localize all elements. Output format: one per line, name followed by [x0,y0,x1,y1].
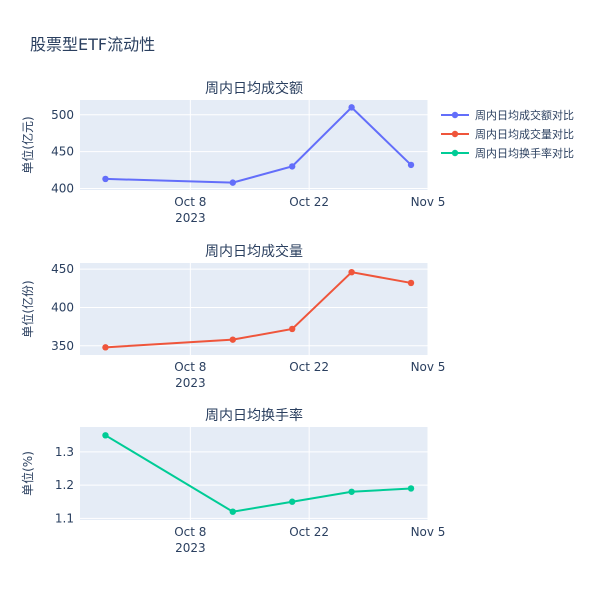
chart-panel-1: Oct 8 2023 Oct 22 Nov 5 400 450 500 周内日均成交额单位(亿… [20,80,445,225]
y-tick-label: 500 [51,108,74,122]
y-axis-label: 单位(%) [20,451,35,496]
x-year-label: 2023 [175,541,206,555]
x-tick-label: Nov 5 [411,525,446,539]
data-point[interactable] [407,161,415,169]
subplot-title: 周内日均成交量 [205,243,303,260]
x-tick-label: Oct 22 [289,360,329,374]
chart-panel-2: Oct 8 2023 Oct 22 Nov 5 350 400 450 周内日均成交量单位(亿… [20,243,445,390]
data-point[interactable] [348,488,355,495]
data-point[interactable] [288,325,296,333]
x-year-label: 2023 [175,211,206,225]
x-tick-label: Oct 8 [174,195,206,209]
x-tick-label: Oct 8 [174,360,206,374]
y-tick-label: 1.3 [55,445,74,459]
data-point[interactable] [407,485,415,492]
plot-area [80,263,428,355]
y-axis-label: 单位(亿元) [20,116,35,173]
plot-area [80,427,428,520]
legend-label: 周内日均成交量对比 [475,127,574,141]
data-point[interactable] [229,179,236,186]
data-point[interactable] [288,498,296,505]
data-point[interactable] [229,336,236,343]
data-point[interactable] [348,104,355,111]
y-tick-label: 400 [51,300,74,314]
chart-title: 股票型ETF流动性 [30,35,155,54]
y-tick-label: 1.2 [55,478,74,492]
x-year-label: 2023 [175,376,206,390]
x-tick-label: Nov 5 [411,360,446,374]
subplot-title: 周内日均成交额 [205,80,303,97]
data-point[interactable] [102,432,109,439]
x-tick-label: Nov 5 [411,195,446,209]
y-tick-label: 450 [51,145,74,159]
legend-marker-icon [451,130,459,138]
y-tick-label: 1.1 [55,511,74,525]
legend-marker-icon [451,111,459,119]
legend-item[interactable]: 周内日均成交额对比 [441,108,574,122]
legend-item[interactable]: 周内日均换手率对比 [441,146,574,160]
legend-label: 周内日均成交额对比 [475,108,574,122]
data-point[interactable] [102,175,109,183]
legend-marker-icon [451,149,459,157]
x-tick-label: Oct 22 [289,525,329,539]
x-tick-label: Oct 8 [174,525,206,539]
data-point[interactable] [348,269,355,276]
data-point[interactable] [229,508,236,515]
x-tick-label: Oct 22 [289,195,329,209]
chart-panel-3: Oct 8 2023 Oct 22 Nov 5 1.1 1.2 1.3 周内日均换手率单位(%… [20,407,445,555]
legend-label: 周内日均换手率对比 [475,146,574,160]
data-point[interactable] [288,163,296,170]
y-axis-label: 单位(亿份) [20,280,35,337]
y-tick-label: 450 [51,262,74,276]
data-point[interactable] [102,344,109,351]
y-tick-label: 350 [51,339,74,353]
legend-item[interactable]: 周内日均成交量对比 [441,127,574,141]
subplot-title: 周内日均换手率 [205,407,303,424]
y-tick-label: 400 [51,182,74,196]
data-point[interactable] [407,279,415,287]
